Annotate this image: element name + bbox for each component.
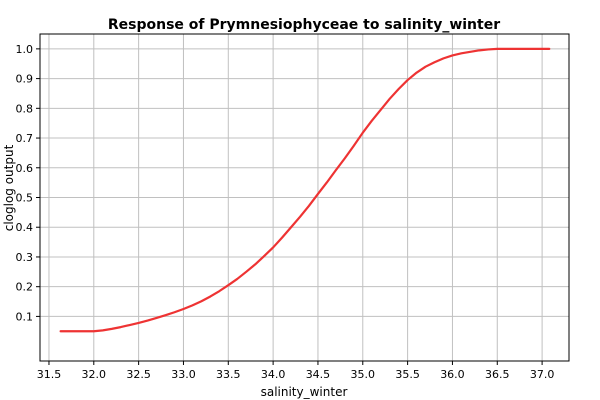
y-axis-ticks: 0.1 0.2 0.3 0.4 0.5 0.6 0.7 0.8 0.9 1.0 xyxy=(16,43,40,323)
y-tick-label: 0.8 xyxy=(16,102,34,115)
x-tick-label: 32.5 xyxy=(126,368,151,381)
x-tick-label: 34.5 xyxy=(306,368,331,381)
x-tick-label: 31.5 xyxy=(37,368,62,381)
x-tick-label: 37.0 xyxy=(530,368,555,381)
x-axis-label: salinity_winter xyxy=(261,385,348,399)
y-tick-label: 0.9 xyxy=(16,73,34,86)
y-tick-label: 0.3 xyxy=(16,251,34,264)
y-tick-label: 0.5 xyxy=(16,192,34,205)
x-tick-label: 36.0 xyxy=(440,368,465,381)
x-tick-label: 32.0 xyxy=(82,368,107,381)
x-tick-label: 33.0 xyxy=(171,368,196,381)
x-tick-label: 36.5 xyxy=(485,368,510,381)
x-axis-ticks: 31.5 32.0 32.5 33.0 33.5 34.0 34.5 35.0 35.5 36.0… xyxy=(37,361,555,381)
x-tick-label: 33.5 xyxy=(216,368,241,381)
chart-title: Response of Prymnesiophyceae to salinity… xyxy=(108,17,500,33)
y-tick-label: 1.0 xyxy=(16,43,34,56)
x-tick-label: 35.5 xyxy=(395,368,420,381)
response-curve-line xyxy=(59,47,551,333)
x-tick-label: 34.0 xyxy=(261,368,286,381)
y-tick-label: 0.7 xyxy=(16,132,34,145)
y-tick-label: 0.2 xyxy=(16,281,34,294)
series-layer xyxy=(59,47,551,333)
grid-lines xyxy=(40,34,569,361)
y-tick-label: 0.4 xyxy=(16,221,34,234)
x-tick-label: 35.0 xyxy=(351,368,376,381)
y-axis-label: cloglog output xyxy=(2,144,16,231)
y-tick-label: 0.6 xyxy=(16,162,34,175)
y-tick-label: 0.1 xyxy=(16,310,34,323)
